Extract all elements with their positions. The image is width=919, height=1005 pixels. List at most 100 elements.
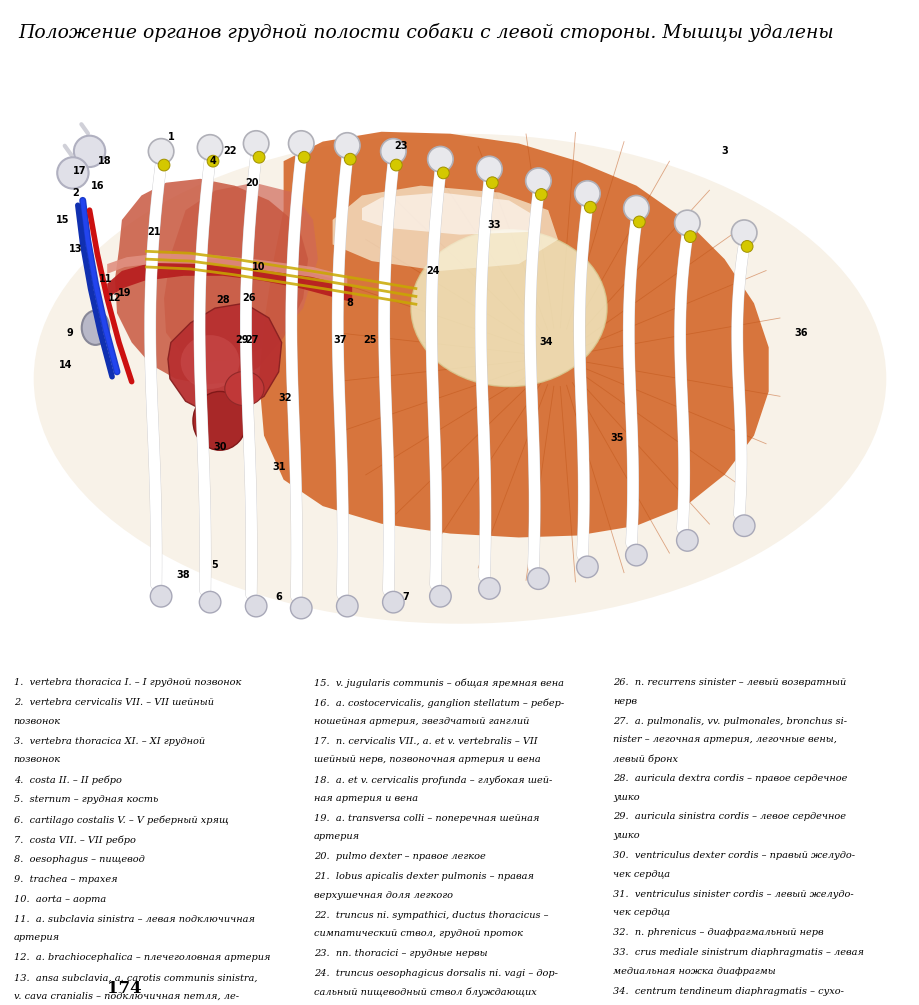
Polygon shape xyxy=(333,186,558,271)
Text: медиальная ножка диафрагмы: медиальная ножка диафрагмы xyxy=(613,967,776,976)
Text: ушко: ушко xyxy=(613,793,640,802)
Circle shape xyxy=(476,156,502,182)
Text: v. cava cranialis – подключичная петля, ле-: v. cava cranialis – подключичная петля, … xyxy=(14,992,238,1001)
Text: чек сердца: чек сердца xyxy=(613,909,670,918)
Circle shape xyxy=(74,136,105,167)
Ellipse shape xyxy=(411,230,607,387)
Text: 13: 13 xyxy=(69,244,83,254)
Ellipse shape xyxy=(34,134,885,624)
Text: nister – легочная артерия, легочные вены,: nister – легочная артерия, легочные вены… xyxy=(613,736,836,745)
Circle shape xyxy=(148,139,174,164)
Text: 19: 19 xyxy=(118,288,131,298)
Text: 38: 38 xyxy=(176,570,190,580)
Text: чек сердца: чек сердца xyxy=(613,869,670,878)
Circle shape xyxy=(336,595,357,617)
Text: 31.  ventriculus sinister cordis – левый желудо-: 31. ventriculus sinister cordis – левый … xyxy=(613,889,853,898)
Text: 17: 17 xyxy=(73,166,86,176)
Text: 20: 20 xyxy=(245,178,259,188)
Circle shape xyxy=(623,195,649,221)
Text: артерия: артерия xyxy=(313,832,359,841)
Text: 2: 2 xyxy=(73,188,79,198)
FancyArrowPatch shape xyxy=(64,146,71,155)
Ellipse shape xyxy=(224,372,264,406)
Circle shape xyxy=(253,152,265,163)
Text: 32.  n. phrenicus – диафрагмальный нерв: 32. n. phrenicus – диафрагмальный нерв xyxy=(613,929,823,937)
Text: 6.  cartilago costalis V. – V реберный хрящ: 6. cartilago costalis V. – V реберный хр… xyxy=(14,815,228,825)
Text: 9: 9 xyxy=(66,328,74,338)
Text: 15.  v. jugularis communis – общая яремная вена: 15. v. jugularis communis – общая яремна… xyxy=(313,678,563,687)
Text: 16: 16 xyxy=(91,181,104,191)
Circle shape xyxy=(198,135,222,160)
Circle shape xyxy=(633,216,644,228)
Text: нерв: нерв xyxy=(613,696,637,706)
Text: 15: 15 xyxy=(56,215,70,225)
Text: 1.  vertebra thoracica I. – I грудной позвонок: 1. vertebra thoracica I. – I грудной поз… xyxy=(14,678,241,687)
Circle shape xyxy=(732,515,754,537)
Circle shape xyxy=(390,159,402,171)
Text: позвонок: позвонок xyxy=(14,717,61,726)
Circle shape xyxy=(335,133,359,158)
Text: 13.  ansa subclavia, a. carotis communis sinistra,: 13. ansa subclavia, a. carotis communis … xyxy=(14,973,257,982)
Circle shape xyxy=(576,556,597,578)
Circle shape xyxy=(244,131,268,156)
Text: 5: 5 xyxy=(211,560,218,570)
Text: 32: 32 xyxy=(278,393,292,403)
Text: 18: 18 xyxy=(98,156,112,166)
Circle shape xyxy=(150,586,172,607)
Text: 21: 21 xyxy=(147,227,161,237)
Text: левый бронх: левый бронх xyxy=(613,754,677,764)
Text: симпатический ствол, грудной проток: симпатический ствол, грудной проток xyxy=(313,930,522,939)
Text: 5.  sternum – грудная кость: 5. sternum – грудная кость xyxy=(14,795,158,804)
Text: 26: 26 xyxy=(243,293,255,304)
Text: 24: 24 xyxy=(425,266,439,276)
Circle shape xyxy=(207,155,219,167)
Polygon shape xyxy=(164,183,318,362)
Text: 11.  a. subclavia sinistra – левая подключичная: 11. a. subclavia sinistra – левая подклю… xyxy=(14,915,255,924)
Circle shape xyxy=(528,568,549,589)
Circle shape xyxy=(298,152,310,163)
Text: 10.  aorta – аорта: 10. aorta – аорта xyxy=(14,894,106,903)
Text: 7.  costa VII. – VII ребро: 7. costa VII. – VII ребро xyxy=(14,835,135,844)
Text: 22.  truncus ni. sympathici, ductus thoracicus –: 22. truncus ni. sympathici, ductus thora… xyxy=(313,911,548,920)
Text: 16.  a. costocervicalis, ganglion stellatum – ребер-: 16. a. costocervicalis, ganglion stellat… xyxy=(313,698,563,708)
Circle shape xyxy=(57,157,88,189)
Text: 4.  costa II. – II ребро: 4. costa II. – II ребро xyxy=(14,775,121,785)
Circle shape xyxy=(429,586,450,607)
Text: 29.  auricula sinistra cordis – левое сердечное: 29. auricula sinistra cordis – левое сер… xyxy=(613,812,845,821)
Circle shape xyxy=(535,189,547,200)
Text: 23.  nn. thoracici – грудные нервы: 23. nn. thoracici – грудные нервы xyxy=(313,950,487,959)
Text: позвонок: позвонок xyxy=(14,756,61,765)
Text: 31: 31 xyxy=(272,462,285,472)
Ellipse shape xyxy=(180,335,239,389)
Text: 20.  pulmo dexter – правое легкое: 20. pulmo dexter – правое легкое xyxy=(313,852,485,861)
Text: 27: 27 xyxy=(245,335,259,345)
Polygon shape xyxy=(168,304,281,414)
Text: 19.  a. transversa colli – поперечная шейная: 19. a. transversa colli – поперечная шей… xyxy=(313,814,539,823)
Circle shape xyxy=(486,177,498,189)
Text: ношейная артерия, звездчатый ганглий: ношейная артерия, звездчатый ганглий xyxy=(313,717,528,726)
Text: 25: 25 xyxy=(363,335,376,345)
Text: 11: 11 xyxy=(98,273,112,283)
Text: 9.  trachea – трахея: 9. trachea – трахея xyxy=(14,875,118,883)
Text: 6: 6 xyxy=(275,592,282,602)
Text: 12.  a. brachiocephalica – плечеголовная артерия: 12. a. brachiocephalica – плечеголовная … xyxy=(14,954,270,962)
Text: 12: 12 xyxy=(108,293,121,304)
Text: 4: 4 xyxy=(210,156,216,166)
Text: 30.  ventriculus dexter cordis – правый желудо-: 30. ventriculus dexter cordis – правый ж… xyxy=(613,851,855,860)
Polygon shape xyxy=(115,179,308,385)
Circle shape xyxy=(625,545,646,566)
Text: Положение органов грудной полости собаки с левой стороны. Мышцы удалены: Положение органов грудной полости собаки… xyxy=(18,23,833,42)
Text: 7: 7 xyxy=(403,592,409,602)
Text: 28: 28 xyxy=(216,295,230,306)
Text: ная артерия и вена: ная артерия и вена xyxy=(313,794,417,803)
Polygon shape xyxy=(259,132,768,538)
Circle shape xyxy=(741,240,753,252)
Text: 1: 1 xyxy=(167,132,174,142)
Text: 28.  auricula dextra cordis – правое сердечное: 28. auricula dextra cordis – правое серд… xyxy=(613,774,846,783)
Circle shape xyxy=(525,168,550,194)
Text: 26.  n. recurrens sinister – левый возвратный: 26. n. recurrens sinister – левый возвра… xyxy=(613,678,845,687)
Circle shape xyxy=(245,595,267,617)
Text: 24.  truncus oesophagicus dorsalis ni. vagi – дор-: 24. truncus oesophagicus dorsalis ni. va… xyxy=(313,969,557,978)
Text: 3.  vertebra thoracica XI. – XI грудной: 3. vertebra thoracica XI. – XI грудной xyxy=(14,737,205,746)
Text: 3: 3 xyxy=(720,147,727,157)
